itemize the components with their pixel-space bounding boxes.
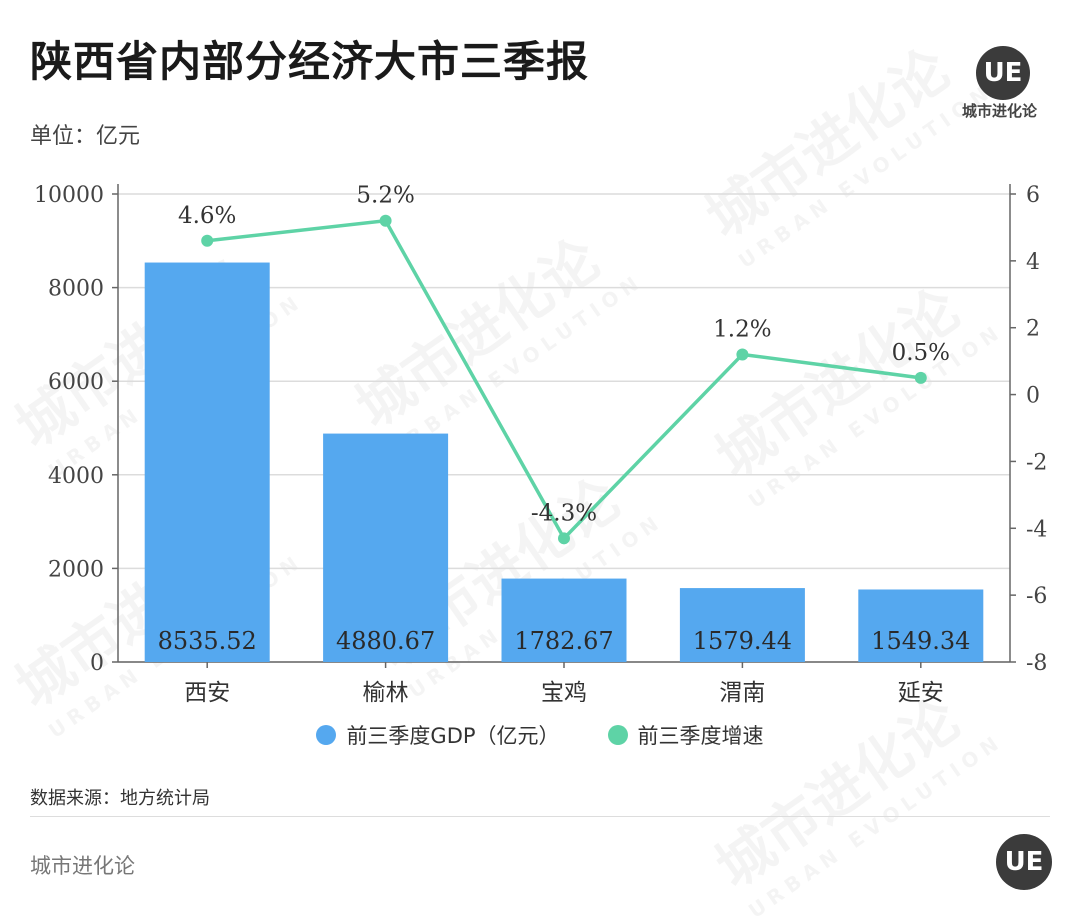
chart-legend: 前三季度GDP（亿元） 前三季度增速 <box>0 720 1080 750</box>
legend-label-growth: 前三季度增速 <box>637 724 764 748</box>
bar-value-label: 1782.67 <box>514 627 613 655</box>
footer-logo-mark: UE <box>1004 847 1044 877</box>
footer-brand: 城市进化论 <box>30 854 135 878</box>
y-left-tick-label: 4000 <box>48 464 104 489</box>
growth-point <box>914 371 927 384</box>
y-right-tick-label: -2 <box>1026 450 1047 475</box>
bar-value-label: 4880.67 <box>336 627 435 655</box>
brand-name: 城市进化论 <box>962 102 1038 120</box>
growth-point <box>201 234 214 247</box>
brand-logo: UE <box>976 46 1030 100</box>
brand-logo-mark: UE <box>983 58 1023 88</box>
bar <box>323 433 449 662</box>
x-tick-label: 西安 <box>184 680 230 706</box>
legend-item-gdp[interactable]: 前三季度GDP（亿元） <box>316 720 560 750</box>
data-source: 数据来源：地方统计局 <box>30 788 210 809</box>
bar <box>858 589 984 662</box>
bar <box>679 588 805 662</box>
footer-logo: UE <box>996 834 1052 890</box>
growth-point <box>558 532 570 545</box>
bar-series: 8535.52 4880.67 1782.67 1579.44 1549.34 <box>144 262 984 662</box>
legend-item-growth[interactable]: 前三季度增速 <box>607 720 764 750</box>
growth-value-label: 0.5% <box>892 340 950 366</box>
axis-ticks: 0 2000 4000 6000 8000 10000 -8 -6 -4 -2 0 2 4 6 西安 榆林 宝鸡… <box>34 183 1047 706</box>
bar <box>144 262 270 662</box>
growth-point <box>379 214 392 227</box>
bar-value-label: 1579.44 <box>693 627 792 655</box>
legend-swatch-growth <box>607 725 628 745</box>
x-tick-label: 渭南 <box>719 680 765 706</box>
y-left-tick-label: 2000 <box>48 557 104 582</box>
y-left-tick-label: 10000 <box>34 183 104 208</box>
bar-value-label: 8535.52 <box>158 627 257 655</box>
legend-swatch-gdp <box>316 725 337 745</box>
growth-value-label: 4.6% <box>178 203 236 229</box>
y-left-tick-label: 0 <box>90 651 104 676</box>
legend-label-gdp: 前三季度GDP（亿元） <box>346 724 560 748</box>
line-series: 4.6% 5.2% -4.3% 1.2% 0.5% <box>178 183 950 545</box>
x-tick-label: 榆林 <box>363 680 409 706</box>
bar <box>501 578 627 662</box>
footer-divider <box>30 816 1050 817</box>
y-left-tick-label: 8000 <box>48 277 104 302</box>
x-tick-label: 宝鸡 <box>541 680 587 706</box>
bar-value-label: 1549.34 <box>871 627 970 655</box>
y-right-tick-label: -8 <box>1026 651 1047 676</box>
y-right-tick-label: -4 <box>1026 517 1047 542</box>
growth-point <box>736 348 749 361</box>
growth-value-label: 5.2% <box>356 183 414 209</box>
x-tick-label: 延安 <box>898 680 944 706</box>
growth-value-label: 1.2% <box>713 316 771 342</box>
unit-label: 单位：亿元 <box>30 124 141 149</box>
growth-value-label: -4.3% <box>531 500 597 526</box>
y-right-tick-label: 0 <box>1026 384 1040 409</box>
y-right-tick-label: 6 <box>1026 183 1040 208</box>
y-left-tick-label: 6000 <box>48 370 104 395</box>
y-right-tick-label: -6 <box>1026 584 1047 609</box>
page-title: 陕西省内部分经济大市三季报 <box>30 37 590 86</box>
y-right-tick-label: 4 <box>1026 250 1040 275</box>
y-right-tick-label: 2 <box>1026 317 1040 342</box>
growth-line <box>207 218 922 542</box>
